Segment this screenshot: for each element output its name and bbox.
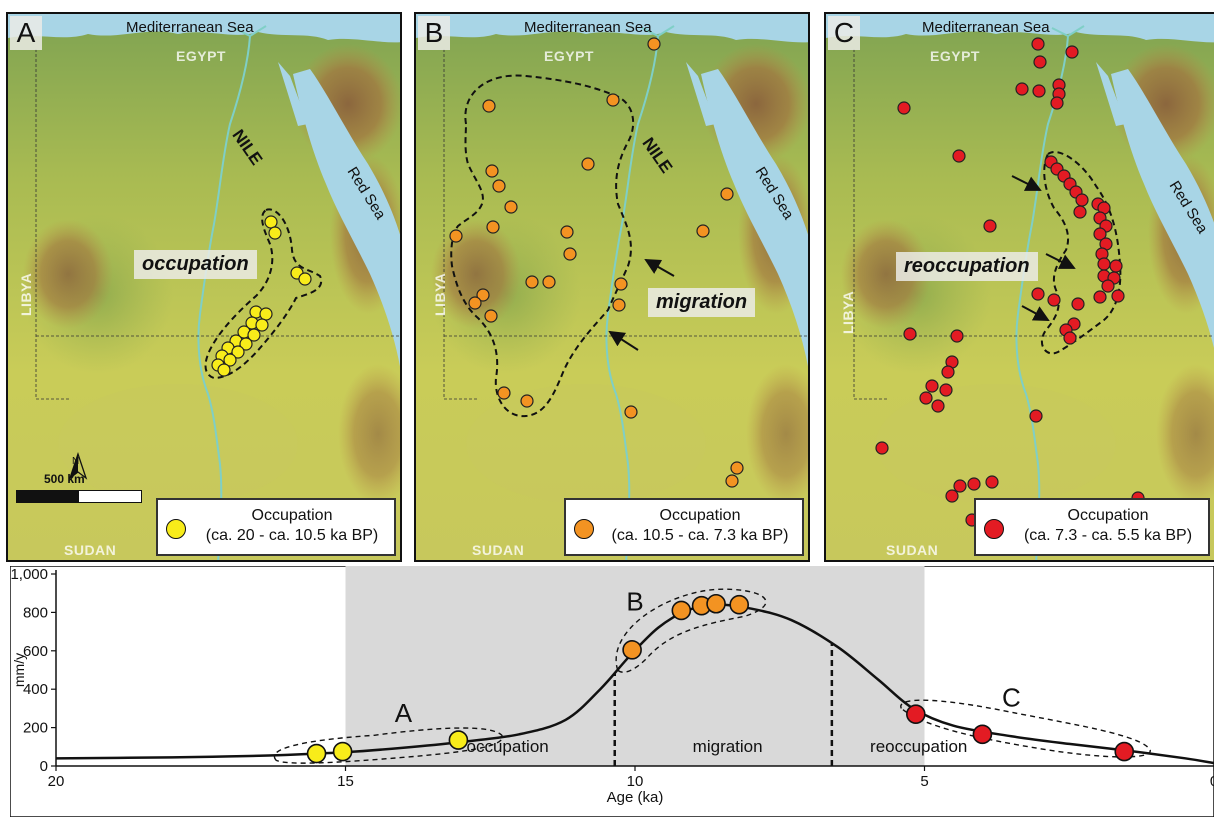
country-label-egypt: EGYPT xyxy=(930,48,980,64)
interval-label: reoccupation xyxy=(870,737,967,756)
reoccupation-arrows xyxy=(1011,175,1076,321)
shaded-interval xyxy=(345,566,925,766)
data-point-c xyxy=(906,704,926,724)
x-tick-label: 20 xyxy=(48,773,65,790)
country-label-sudan: SUDAN xyxy=(64,542,117,558)
site-dots-c xyxy=(875,37,1145,527)
sea-label: Mediterranean Sea xyxy=(922,19,1050,36)
phase-label-a: occupation xyxy=(134,250,257,279)
legend-title-b: Occupation xyxy=(659,507,741,524)
group-envelope-b xyxy=(615,588,767,673)
country-label-egypt: EGYPT xyxy=(544,48,594,64)
country-label-libya: LIBYA xyxy=(432,272,448,316)
map-panel-c: C Mediterranean Sea EGYPT LIBYA SUDAN Re… xyxy=(824,12,1214,562)
group-label-b: B xyxy=(626,586,643,616)
sea-label: Mediterranean Sea xyxy=(524,19,652,36)
legend-title-c: Occupation xyxy=(1067,507,1149,524)
legend-dot-a xyxy=(166,519,186,539)
scale-label: 500 km xyxy=(44,472,85,486)
phase-label-c: reoccupation xyxy=(896,252,1038,281)
interval-label: occupation xyxy=(467,737,549,756)
map-panel-a: A Mediterranean Sea EGYPT LIBYA SUDAN Re… xyxy=(6,12,402,562)
chart-svg: 0 200 400 600 800 1,000 20 15 10 5 0 Age (ka) mm/y oc… xyxy=(10,566,1214,817)
legend-title-a: Occupation xyxy=(251,507,333,524)
north-label: N xyxy=(72,456,80,467)
map-panel-b: B Mediterranean Sea EGYPT LIBYA SUDAN Re… xyxy=(414,12,810,562)
north-arrow-icon xyxy=(68,451,88,480)
panel-letter-b: B xyxy=(418,16,450,50)
data-point-b xyxy=(671,600,692,621)
legend-dot-b xyxy=(574,519,594,539)
x-tick-label: 15 xyxy=(337,773,354,790)
country-label-libya: LIBYA xyxy=(840,290,856,334)
legend-range-a: (ca. 20 - ca. 10.5 ka BP) xyxy=(205,527,379,544)
phase-label-b: migration xyxy=(648,288,756,317)
legend-range-c: (ca. 7.3 - ca. 5.5 ka BP) xyxy=(1023,527,1193,544)
data-point-a xyxy=(448,730,469,750)
y-tick-label: 200 xyxy=(23,720,48,737)
migration-arrows xyxy=(608,259,675,351)
group-envelope-a xyxy=(273,727,503,764)
data-point-c xyxy=(1114,741,1135,762)
x-tick-label: 10 xyxy=(627,773,644,790)
y-tick-label: 800 xyxy=(23,604,48,621)
data-point-b xyxy=(622,640,642,660)
x-axis-label: Age (ka) xyxy=(607,789,664,806)
sea-label: Mediterranean Sea xyxy=(126,19,254,36)
y-tick-label: 400 xyxy=(23,681,48,698)
legend-a: Occupation (ca. 20 - ca. 10.5 ka BP) xyxy=(156,498,396,556)
country-label-libya: LIBYA xyxy=(18,272,34,316)
legend-b: Occupation (ca. 10.5 - ca. 7.3 ka BP) xyxy=(564,498,804,556)
country-label-sudan: SUDAN xyxy=(472,542,525,558)
x-tick-label: 5 xyxy=(920,773,928,790)
data-point-a xyxy=(306,743,327,764)
group-label-a: A xyxy=(395,698,413,728)
cluster-boundary-a xyxy=(204,208,323,380)
site-dots-a xyxy=(211,215,312,377)
y-tick-label: 600 xyxy=(23,643,48,660)
terrain-map-a xyxy=(8,14,400,560)
terrain-map-c xyxy=(826,14,1214,560)
y-axis-label: mm/y xyxy=(11,653,27,687)
y-tick-label: 1,000 xyxy=(10,566,48,583)
country-label-sudan: SUDAN xyxy=(886,542,939,558)
x-tick-label: 0 xyxy=(1210,773,1214,790)
data-point-a xyxy=(332,741,353,762)
data-point-b xyxy=(706,593,726,614)
y-tick-label: 0 xyxy=(40,758,48,775)
country-label-egypt: EGYPT xyxy=(176,48,226,64)
legend-dot-c xyxy=(984,519,1004,539)
interval-label: migration xyxy=(693,737,763,756)
site-dots-b xyxy=(449,37,744,488)
precipitation-chart: 0 200 400 600 800 1,000 20 15 10 5 0 Age (ka) mm/y oc… xyxy=(10,566,1214,817)
panel-letter-c: C xyxy=(828,16,860,50)
legend-range-b: (ca. 10.5 - ca. 7.3 ka BP) xyxy=(611,527,789,544)
scale-bar xyxy=(16,490,142,503)
legend-c: Occupation (ca. 7.3 - ca. 5.5 ka BP) xyxy=(974,498,1210,556)
terrain-map-b xyxy=(416,14,808,560)
panel-letter-a: A xyxy=(10,16,42,50)
data-point-b xyxy=(729,594,750,615)
group-label-c: C xyxy=(1002,682,1021,712)
data-point-c xyxy=(972,724,993,745)
